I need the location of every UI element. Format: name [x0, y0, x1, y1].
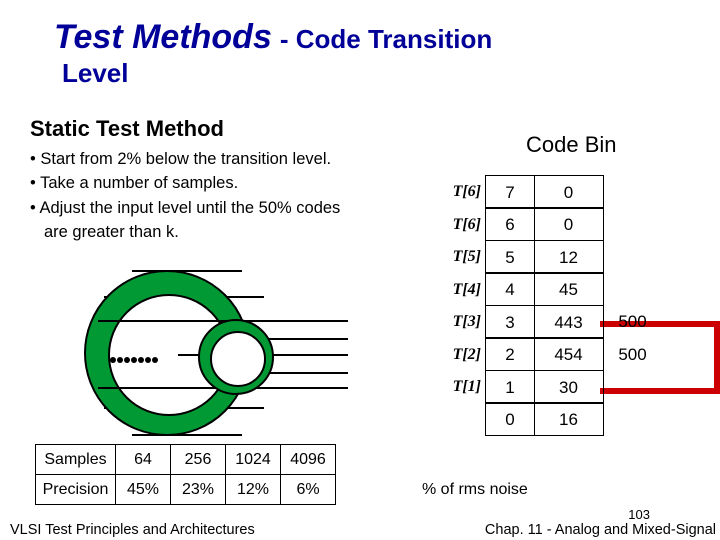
t-label: T[4]	[430, 281, 485, 299]
code-cell: 2	[485, 337, 535, 371]
code-cell: 4	[485, 272, 535, 306]
bullet-list: • Start from 2% below the transition lev…	[30, 148, 340, 245]
count-cell: 443	[534, 305, 604, 339]
inner-disc-hole	[210, 331, 266, 387]
sp-cell: 4096	[281, 445, 336, 475]
count-cell: 454	[534, 337, 604, 371]
code-cell: 6	[485, 207, 535, 241]
code-cell: 3	[485, 305, 535, 339]
code-cell: 0	[485, 402, 535, 436]
title-main: Test Methods	[54, 18, 272, 57]
red-bar	[714, 321, 720, 393]
sample-dots	[110, 350, 159, 368]
t-label: T[2]	[430, 346, 485, 364]
slide-title-line2: Level	[54, 58, 129, 89]
t-label: T[3]	[430, 313, 485, 331]
page-number: 103	[628, 507, 650, 522]
sp-cell: 256	[171, 445, 226, 475]
codebin-row: T[4] 4 45	[430, 274, 690, 307]
t-label: T[6]	[430, 216, 485, 234]
footer-right: Chap. 11 - Analog and Mixed-Signal	[485, 522, 716, 538]
count-cell: 0	[534, 175, 604, 209]
bullet-item: • Start from 2% below the transition lev…	[30, 148, 340, 170]
codebin-title: Code Bin	[526, 132, 617, 158]
sp-cell: 1024	[226, 445, 281, 475]
code-cell: 7	[485, 175, 535, 209]
slide-title: Test Methods - Code Transition	[54, 18, 492, 57]
rms-note: % of rms noise	[422, 481, 528, 499]
sp-cell: 64	[116, 445, 171, 475]
codebin-row: T[2] 2 454 500	[430, 339, 690, 372]
codebin-row: T[6] 7 0	[430, 176, 690, 209]
code-cell: 5	[485, 240, 535, 274]
t-label: T[1]	[430, 378, 485, 396]
bullet-item: • Adjust the input level until the 50% c…	[30, 197, 340, 219]
codebin-row: T[3] 3 443 500	[430, 306, 690, 339]
codebin-row: 0 16	[430, 404, 690, 437]
count-cell: 0	[534, 207, 604, 241]
codebin-table: T[6] 7 0 T[6] 6 0 T[5] 5 12 T[4] 4 45 T[…	[430, 176, 690, 436]
ext-cell: 500	[608, 345, 658, 365]
samples-precision-table: Samples 64 256 1024 4096 Precision 45% 2…	[35, 444, 336, 505]
count-cell: 30	[534, 370, 604, 404]
codebin-row: T[6] 6 0	[430, 209, 690, 242]
title-sub: - Code Transition	[280, 24, 492, 55]
footer-left: VLSI Test Principles and Architectures	[10, 522, 255, 538]
sp-header: Precision	[36, 475, 116, 505]
sp-cell: 12%	[226, 475, 281, 505]
t-label: T[5]	[430, 248, 485, 266]
codebin-row: T[5] 5 12	[430, 241, 690, 274]
section-heading: Static Test Method	[30, 116, 224, 142]
inner-disc	[198, 319, 274, 395]
bullet-item: are greater than k.	[30, 221, 340, 243]
code-cell: 1	[485, 370, 535, 404]
codebin-row: T[1] 1 30	[430, 371, 690, 404]
sp-cell: 45%	[116, 475, 171, 505]
sp-cell: 23%	[171, 475, 226, 505]
tick-line	[132, 434, 242, 436]
ext-cell: 500	[608, 312, 658, 332]
count-cell: 12	[534, 240, 604, 274]
diagram	[60, 262, 350, 437]
count-cell: 16	[534, 402, 604, 436]
bullet-item: • Take a number of samples.	[30, 172, 340, 194]
sp-cell: 6%	[281, 475, 336, 505]
t-label: T[6]	[430, 183, 485, 201]
count-cell: 45	[534, 272, 604, 306]
sp-header: Samples	[36, 445, 116, 475]
